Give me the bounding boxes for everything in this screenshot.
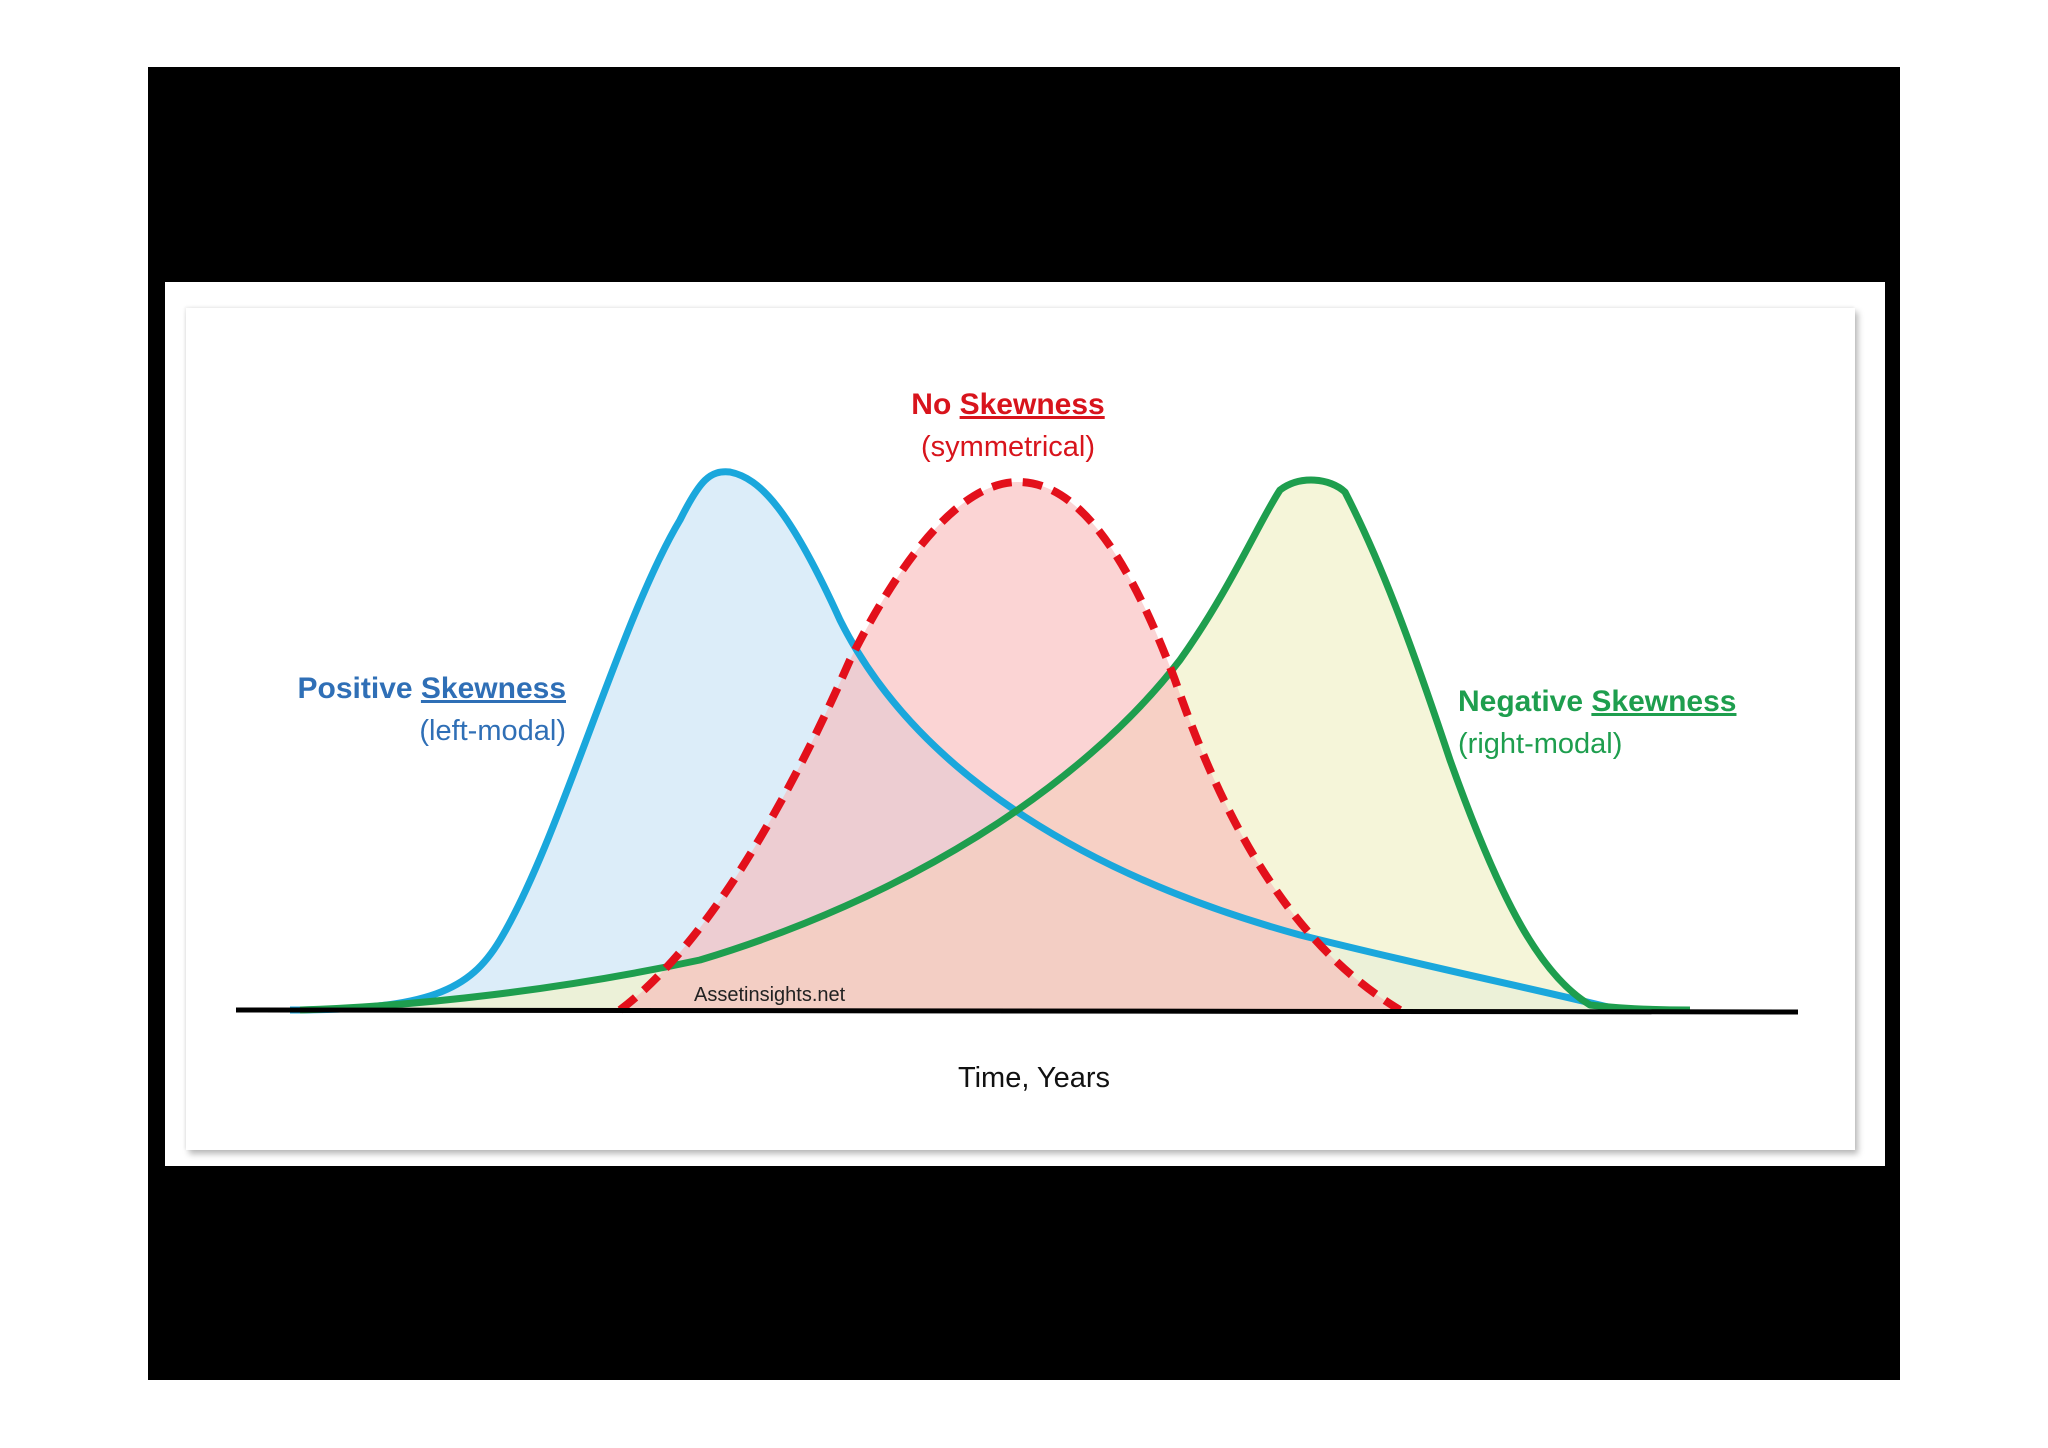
negative-skewness-area (300, 480, 1690, 1010)
no-skewness-area (620, 482, 1400, 1010)
positive-skewness-title: Positive Skewness (298, 672, 566, 705)
time-axis (235, 1007, 1799, 1015)
positive-skewness-curve (289, 468, 1621, 1014)
no-skewness-subtitle: (symmetrical) (921, 431, 1095, 463)
watermark-text: Assetinsights.net (694, 984, 846, 1006)
no-skewness-curve (617, 478, 1403, 1014)
negative-skewness-subtitle: (right-modal) (1458, 728, 1622, 760)
positive-skewness-area (290, 471, 1620, 1011)
positive-skewness-subtitle: (left-modal) (419, 715, 566, 747)
no-skewness-title: No Skewness (911, 388, 1104, 421)
negative-skewness-curve (299, 476, 1691, 1014)
negative-skewness-title: Negative Skewness (1458, 685, 1736, 718)
axis-label: Time, Years (958, 1062, 1110, 1094)
